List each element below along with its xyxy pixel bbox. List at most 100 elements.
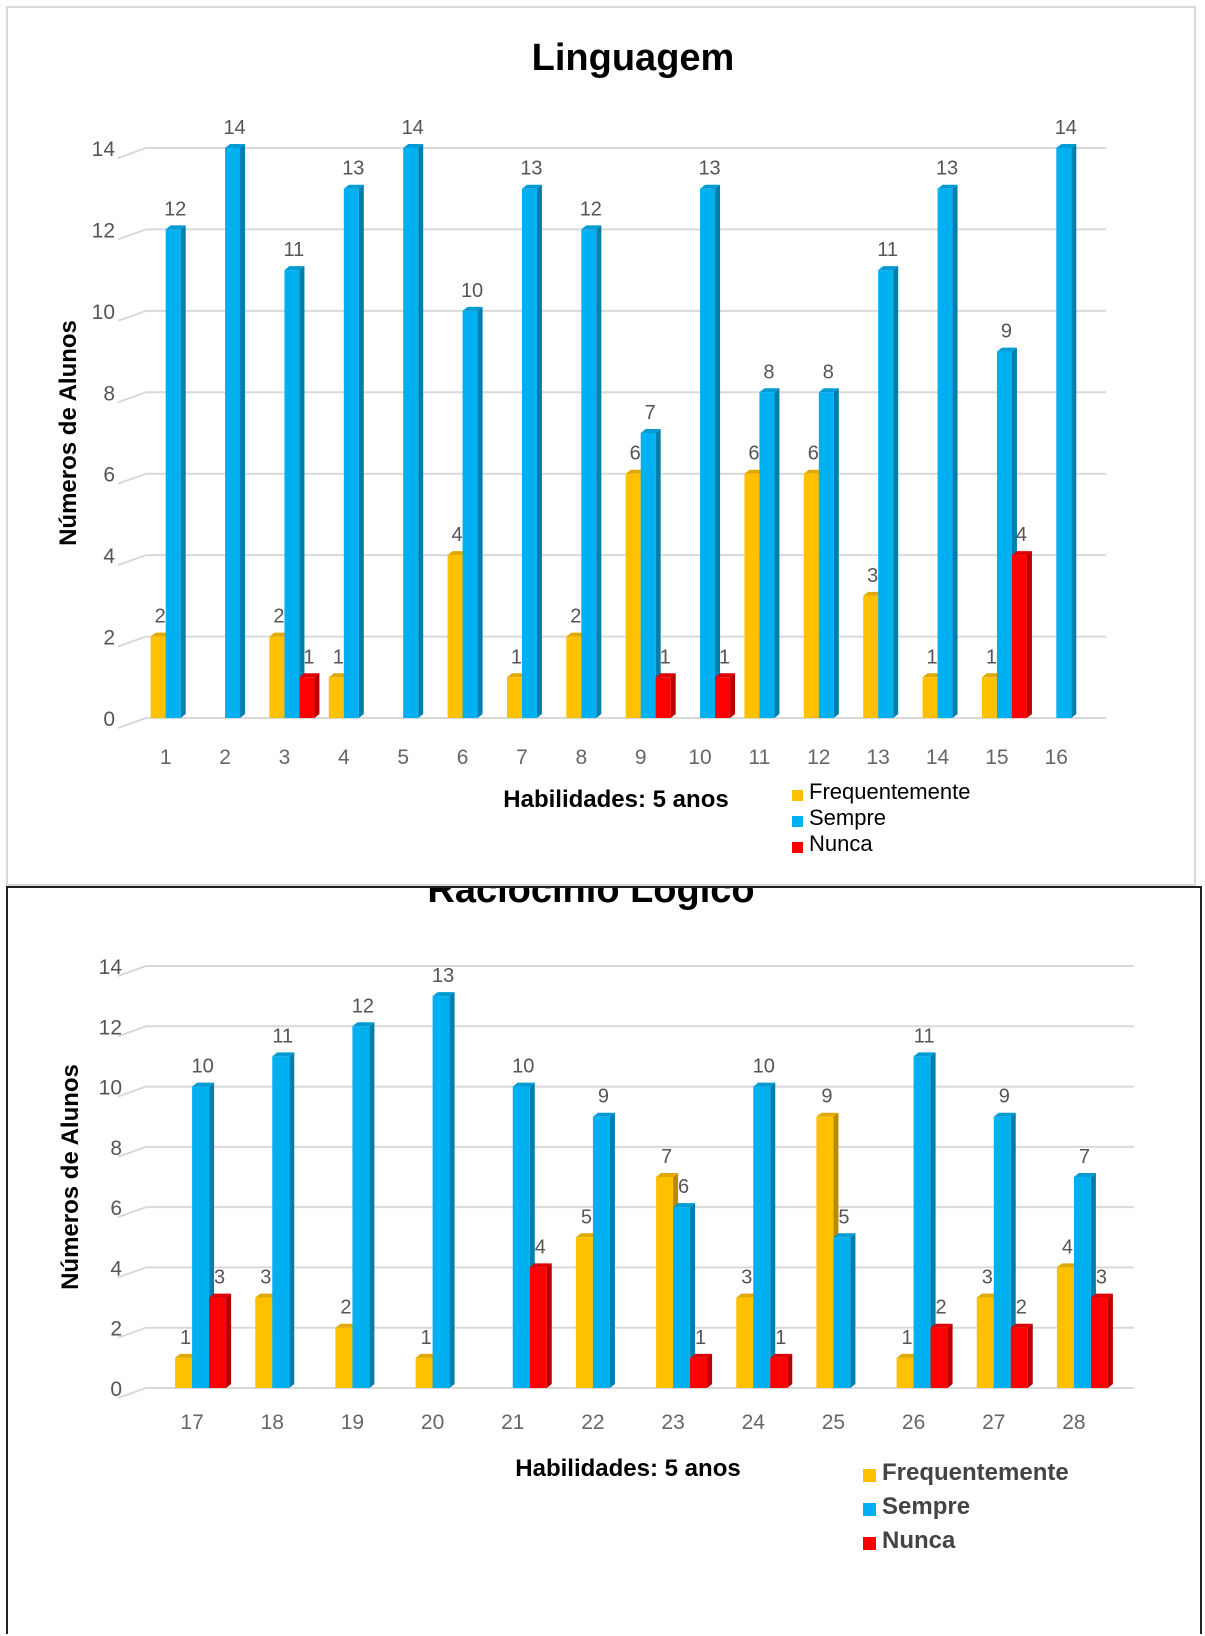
legend-swatch-sempre — [792, 816, 803, 827]
bar-top — [700, 184, 721, 189]
y-tick-label: 8 — [103, 382, 115, 405]
bar-side — [930, 1052, 936, 1388]
data-label: 1 — [421, 1327, 432, 1349]
data-label: 2 — [155, 606, 166, 628]
x-tick-label: 10 — [688, 746, 711, 769]
x-tick-label: 23 — [661, 1411, 684, 1434]
bar-front — [352, 1026, 370, 1388]
data-label: 11 — [272, 1025, 293, 1047]
bar-top — [770, 1353, 793, 1358]
x-tick-label: 20 — [421, 1411, 444, 1434]
gridline-depth — [117, 147, 147, 159]
chart-panel-linguagem: Linguagem 0 2 4 6 8 10 12 14 Números de Alunos 2 12… — [6, 6, 1196, 886]
bar-side — [180, 225, 186, 718]
bar-side — [369, 1022, 375, 1388]
bar-top — [415, 1353, 438, 1358]
data-label: 14 — [223, 117, 245, 139]
bar-top — [575, 1233, 598, 1238]
y-tick-label: 6 — [110, 1197, 122, 1220]
data-label: 13 — [520, 158, 542, 180]
bar-front — [640, 433, 656, 718]
bar-sempre — [432, 992, 455, 1388]
x-tick-label: 9 — [635, 746, 647, 769]
bar-front — [759, 392, 775, 718]
x-axis-title: Habilidades: 5 anos — [515, 1455, 740, 1482]
x-tick-label: 7 — [516, 746, 528, 769]
bar-front — [1056, 1267, 1074, 1388]
bar-top — [192, 1082, 215, 1087]
bar-front — [981, 677, 997, 718]
y-tick-label: 6 — [103, 464, 115, 487]
data-label: 5 — [838, 1206, 849, 1228]
bar-top — [512, 1082, 535, 1087]
bar-top — [736, 1293, 759, 1298]
y-tick-label: 0 — [103, 708, 115, 731]
bar-top — [878, 266, 899, 271]
bar-top — [655, 673, 676, 678]
x-tick-label: 2 — [219, 746, 231, 769]
data-label: 5 — [581, 1206, 592, 1228]
bar-top — [833, 1233, 856, 1238]
bar-sempre — [640, 429, 661, 718]
bar-top — [462, 306, 483, 311]
bar-front — [818, 392, 834, 718]
bar-side — [730, 673, 736, 718]
bar-front — [506, 677, 522, 718]
bar-top — [996, 347, 1017, 352]
bar-sempre — [352, 1022, 375, 1388]
data-label: 12 — [352, 995, 374, 1017]
bar-side — [770, 1082, 776, 1388]
bar-front — [432, 996, 450, 1388]
x-tick-label: 6 — [457, 746, 469, 769]
bar-top — [284, 266, 305, 271]
data-label: 10 — [753, 1056, 775, 1078]
bar-top — [403, 144, 424, 148]
x-tick-label: 21 — [501, 1411, 524, 1434]
bar-nunca — [715, 673, 736, 718]
bar-sempre — [592, 1112, 615, 1388]
legend-label-sempre: Sempre — [809, 805, 886, 830]
gridline-depth — [117, 228, 147, 241]
bar-side — [952, 184, 958, 718]
data-label: 6 — [748, 443, 759, 465]
x-tick-label: 13 — [867, 746, 890, 769]
y-tick-label: 2 — [110, 1318, 122, 1341]
data-label: 3 — [214, 1267, 225, 1289]
bar-side — [670, 673, 676, 718]
x-tick-label: 14 — [926, 746, 950, 769]
data-label: 13 — [342, 158, 364, 180]
data-label: 1 — [660, 646, 671, 668]
data-label: 14 — [402, 117, 424, 139]
bar-top — [759, 388, 780, 393]
y-tick-label: 10 — [99, 1077, 122, 1100]
bar-front — [1090, 1297, 1108, 1388]
bar-sempre — [759, 388, 780, 718]
gridline-depth — [117, 1206, 147, 1219]
bar-side — [1107, 1293, 1113, 1388]
bar-side — [787, 1353, 793, 1388]
x-tick-label: 16 — [1045, 746, 1068, 769]
bar-front — [833, 1237, 851, 1388]
bar-side — [655, 429, 661, 718]
bar-top — [937, 184, 958, 189]
bar-side — [850, 1233, 856, 1388]
bar-sempre — [272, 1052, 295, 1388]
bar-sempre — [343, 184, 364, 718]
data-label: 11 — [284, 239, 305, 261]
data-label: 2 — [936, 1297, 947, 1319]
data-label: 4 — [535, 1236, 546, 1258]
bar-top — [165, 225, 186, 230]
y-tick-label: 0 — [110, 1378, 122, 1401]
data-label: 3 — [1096, 1267, 1107, 1289]
bar-sempre — [993, 1112, 1016, 1388]
data-label: 7 — [661, 1146, 672, 1168]
bar-sempre — [878, 266, 899, 718]
bar-side — [546, 1263, 552, 1388]
bar-front — [328, 677, 344, 718]
bar-top — [592, 1112, 615, 1117]
bar-top — [432, 992, 455, 997]
bar-front — [878, 270, 894, 718]
data-label: 1 — [333, 646, 344, 668]
